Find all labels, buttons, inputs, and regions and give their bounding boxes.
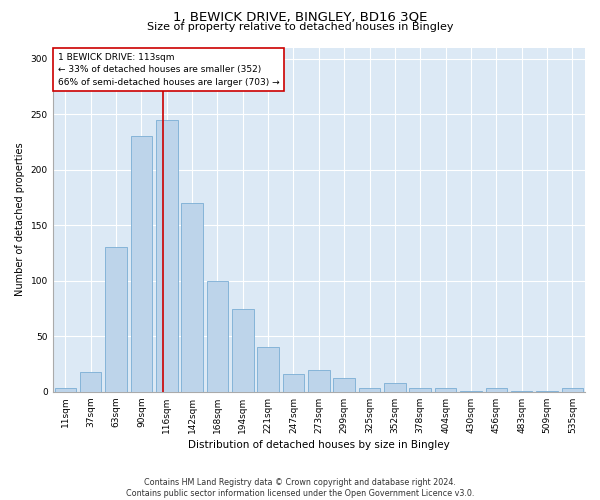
Bar — [283, 374, 304, 392]
Bar — [485, 388, 507, 392]
Bar — [80, 372, 101, 392]
Text: Contains HM Land Registry data © Crown copyright and database right 2024.
Contai: Contains HM Land Registry data © Crown c… — [126, 478, 474, 498]
Bar — [511, 390, 532, 392]
Bar — [384, 383, 406, 392]
Bar — [359, 388, 380, 392]
Text: 1 BEWICK DRIVE: 113sqm
← 33% of detached houses are smaller (352)
66% of semi-de: 1 BEWICK DRIVE: 113sqm ← 33% of detached… — [58, 52, 280, 86]
Bar — [105, 248, 127, 392]
Text: 1, BEWICK DRIVE, BINGLEY, BD16 3QE: 1, BEWICK DRIVE, BINGLEY, BD16 3QE — [173, 10, 427, 23]
Bar — [131, 136, 152, 392]
Bar — [536, 390, 558, 392]
Bar — [257, 348, 279, 392]
Bar — [55, 388, 76, 392]
Text: Size of property relative to detached houses in Bingley: Size of property relative to detached ho… — [147, 22, 453, 32]
Bar — [562, 388, 583, 392]
Bar — [460, 390, 482, 392]
Bar — [156, 120, 178, 392]
Bar — [206, 280, 228, 392]
Y-axis label: Number of detached properties: Number of detached properties — [15, 143, 25, 296]
Bar — [409, 388, 431, 392]
Bar — [181, 203, 203, 392]
X-axis label: Distribution of detached houses by size in Bingley: Distribution of detached houses by size … — [188, 440, 450, 450]
Bar — [334, 378, 355, 392]
Bar — [435, 388, 457, 392]
Bar — [308, 370, 329, 392]
Bar — [232, 308, 254, 392]
